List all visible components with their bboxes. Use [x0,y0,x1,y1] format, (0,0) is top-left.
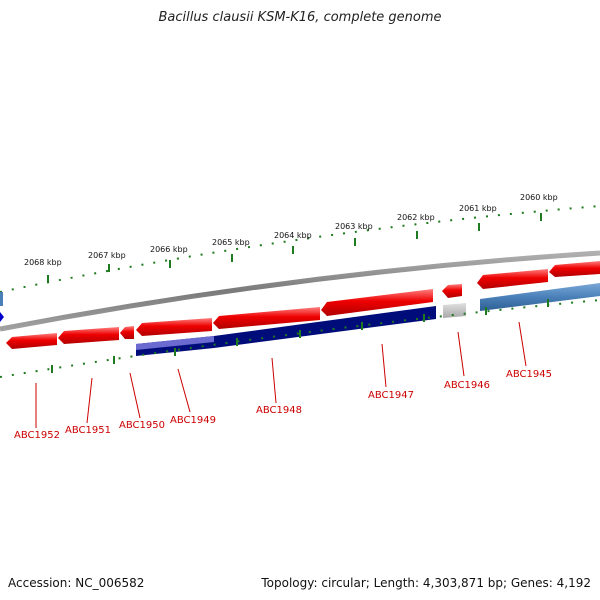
gene-label: ABC1950 [119,420,165,431]
gene-next-arrow [549,261,600,277]
gene-abc1949-arrow [136,318,212,336]
kbp-label: 2068 kbp [24,258,62,267]
accession-label: Accession: NC_006582 [8,576,145,590]
gene-abc1947-arrow [321,289,433,316]
gene-labels: ABC1952 ABC1951 ABC1950 ABC1949 ABC1948 … [14,369,552,441]
gene-label: ABC1947 [368,390,414,401]
gene-abc1948-arrow [213,307,320,329]
reverse-strand-genes [136,283,600,356]
gene-label: ABC1946 [444,380,490,391]
genome-summary: Topology: circular; Length: 4,303,871 bp… [261,576,591,590]
upper-tick-track [0,205,600,293]
kbp-label: 2064 kbp [274,231,312,240]
gene-abc1946-region-arrow [442,284,462,298]
gene-label: ABC1952 [14,430,60,441]
kbp-label: 2062 kbp [397,213,435,222]
gene-label: ABC1945 [506,369,552,380]
genome-title: Bacillus clausii KSM-K16, complete genom… [158,10,442,25]
gene-label: ABC1951 [65,425,111,436]
kbp-label: 2066 kbp [150,245,188,254]
gene-abc1952-arrow [6,333,57,349]
upper-major-ticks [47,213,542,283]
gene-abc1946-grey [443,303,466,318]
kbp-label: 2061 kbp [459,204,497,213]
gene-abc1951-arrow [58,327,119,344]
kbp-label: 2063 kbp [335,222,373,231]
lower-tick-track [0,299,600,378]
gene-abc1945-blue [480,283,600,311]
left-edge-marker-icon [0,312,4,322]
gene-leader-lines [35,321,527,428]
kbp-label: 2060 kbp [520,193,558,202]
gene-abc1948-band [214,306,436,348]
left-edge-gene-fragment [0,292,3,306]
kbp-labels: 2068 kbp 2067 kbp 2066 kbp 2065 kbp 2064… [24,193,558,267]
lower-major-ticks [51,299,549,373]
gene-abc1950-arrow [120,326,134,339]
forward-strand-genes [6,261,600,349]
genome-backbone [0,250,600,332]
gene-abc1945-region-arrow [477,269,548,289]
gene-label: ABC1949 [170,415,216,426]
gene-abc1949-band-light [136,336,214,350]
kbp-label: 2065 kbp [212,238,250,247]
gene-label: ABC1948 [256,405,302,416]
kbp-label: 2067 kbp [88,251,126,260]
